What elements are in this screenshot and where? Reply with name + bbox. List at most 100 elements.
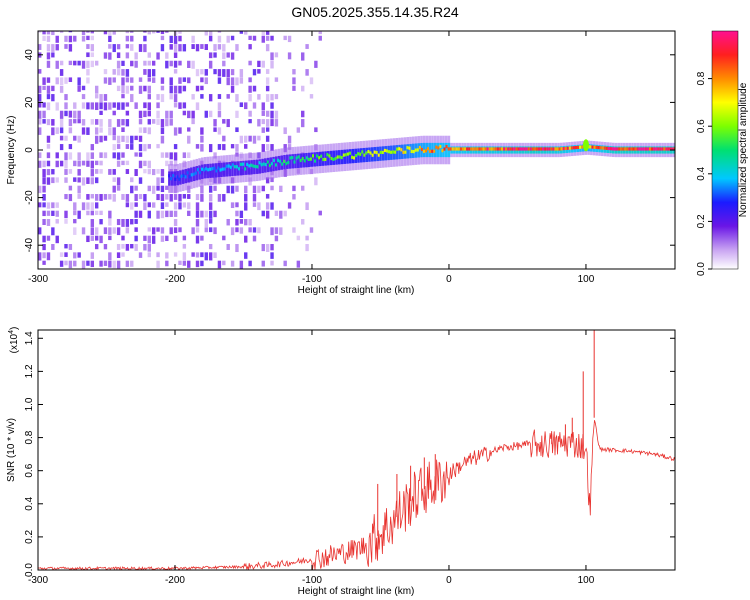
spectrogram-ridge-core (277, 158, 280, 162)
spectrogram-noise-cell (99, 127, 103, 133)
spectrogram-ridge-band (187, 168, 190, 183)
spectrogram-noise-cell (151, 185, 156, 194)
spectrogram-ridge-core (285, 161, 288, 166)
spectrogram-noise-cell (230, 202, 235, 209)
spectrogram-noise-cell (68, 31, 73, 33)
spectrogram-noise-cell (73, 102, 77, 109)
spectrogram-ridge-band (258, 159, 262, 174)
spectrogram-noise-cell (156, 194, 160, 201)
spectrogram-noise-cell (239, 69, 244, 78)
spectrogram-noise-cell (138, 144, 143, 152)
spectrogram-noise-cell (169, 110, 173, 119)
spectrogram-noise-cell (73, 252, 77, 259)
spectrogram-noise-cell (116, 144, 121, 149)
snr-ticks: -300 -200 -100 0 100 0.0 0.2 0.4 0.6 0.8 1.0 1.2 1.4 (24, 330, 675, 586)
spectrogram-noise-cell (261, 260, 265, 267)
spectrogram-noise-cell (38, 202, 42, 208)
spectrogram-noise-cell (90, 160, 95, 169)
spectrogram-noise-cell (173, 227, 178, 234)
spectrogram-noise-cell (182, 260, 187, 266)
spectrogram-noise-cell (270, 102, 274, 109)
spectrogram-noise-cell (86, 235, 90, 243)
spectrogram-ridge-core (379, 150, 382, 154)
spectrogram-noise-cell (99, 194, 103, 201)
spectrogram-ridge-core (213, 166, 216, 170)
spectrogram-ridge-core (505, 147, 508, 151)
spectrogram-noise-cell (160, 135, 165, 144)
spectrogram-noise-cell (90, 102, 95, 110)
spectrogram-ridge-core (198, 171, 201, 175)
spectrogram-ytick-label: -40 (24, 238, 35, 253)
spectrogram-ridge-core (344, 153, 347, 157)
spectrogram-ridge-core (437, 146, 440, 150)
spectrogram-ridge-core (492, 147, 495, 151)
spectrogram-noise-cell (151, 77, 156, 83)
spectrogram-ridge-core (186, 171, 189, 175)
spectrogram-noise-cell (81, 35, 86, 42)
spectrogram-ridge-core (544, 147, 547, 151)
spectrogram-noise-cell (51, 227, 55, 236)
spectrogram-noise-cell (248, 227, 252, 233)
spectrogram-ridge-core (336, 155, 339, 159)
spectrogram-noise-cell (134, 60, 138, 68)
spectrogram-noise-cell (143, 235, 147, 241)
spectrogram-noise-cell (121, 94, 125, 99)
spectrogram-noise-cell (125, 119, 130, 127)
spectrogram-ridge-band (277, 155, 281, 171)
spectrogram-ridge-core (270, 162, 273, 166)
spectrogram-noise-cell (77, 177, 81, 183)
spectrogram-noise-cell (156, 185, 160, 191)
spectrogram-noise-cell (103, 52, 108, 59)
spectrogram-noise-cell (64, 110, 68, 117)
spectrogram-noise-cell (46, 252, 51, 261)
spectrogram-noise-cell (178, 102, 182, 109)
spectrogram-noise-cell (235, 127, 239, 133)
spectrogram-noise-cell (90, 31, 95, 34)
spectrogram-ridge-core (609, 147, 612, 151)
spectrogram-noise-cell (151, 69, 156, 77)
spectrogram-noise-cell (169, 152, 173, 160)
spectrogram-noise-cell (182, 202, 187, 208)
spectrogram-ridge-core (351, 155, 354, 159)
spectrogram-noise-cell (178, 227, 182, 233)
spectrogram-noise-cell (173, 44, 178, 52)
spectrogram-ridge-core (591, 145, 594, 149)
spectrogram-noise-cell (165, 110, 169, 119)
spectrogram-noise-cell (156, 210, 160, 219)
spectrogram-noise-cell (204, 252, 208, 261)
spectrogram-noise-cell (125, 77, 130, 83)
spectrogram-noise-cell (121, 244, 125, 249)
spectrogram-noise-cell (261, 102, 265, 111)
spectrogram-noise-cell (217, 69, 222, 77)
spectrogram-noise-cell (42, 194, 46, 201)
spectrogram-noise-cell (226, 77, 230, 86)
spectrogram-noise-cell (169, 210, 173, 217)
spectrogram-noise-cell (121, 127, 125, 133)
spectrogram-noise-cell (257, 94, 261, 100)
spectrogram-noise-cell (42, 202, 46, 208)
spectrogram-ridge-core (324, 157, 327, 162)
spectrogram-ridge-core (540, 147, 543, 151)
spectrogram-ridge-core (201, 167, 204, 171)
spectrogram-noise-cell (81, 85, 86, 91)
spectrogram-noise-cell (112, 177, 116, 182)
spectrogram-noise-cell (112, 44, 116, 53)
spectrogram-noise-cell (230, 35, 235, 41)
spectrogram-ridge-core (246, 162, 249, 167)
spectrogram-noise-cell (134, 52, 138, 60)
spectrogram-noise-cell (90, 260, 95, 268)
spectrogram-noise-cell (257, 69, 261, 74)
snr-xtick-label: -200 (165, 575, 185, 586)
spectrogram-noise-cell (42, 219, 46, 226)
spectrogram-noise-cell (68, 244, 73, 250)
spectrogram-ridge-core (605, 146, 608, 150)
spectrogram-noise-cell (169, 227, 173, 235)
spectrogram-noise-cell (160, 152, 165, 158)
spectrogram-noise-cell (64, 152, 68, 161)
spectrogram-noise-cell (151, 169, 156, 176)
spectrogram-ridge-band (346, 149, 349, 164)
spectrogram-ridge-core (644, 147, 647, 151)
spectrogram-noise-cell (121, 60, 125, 66)
spectrogram-ridge-core (466, 147, 469, 151)
spectrogram-noise-cell (55, 152, 59, 159)
